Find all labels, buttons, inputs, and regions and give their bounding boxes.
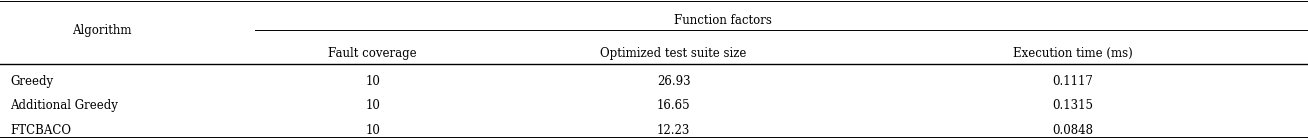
Text: Function factors: Function factors — [674, 14, 772, 27]
Text: 0.1315: 0.1315 — [1052, 99, 1093, 112]
Text: FTCBACO: FTCBACO — [10, 124, 72, 137]
Text: 0.0848: 0.0848 — [1052, 124, 1093, 137]
Text: 12.23: 12.23 — [657, 124, 691, 137]
Text: Optimized test suite size: Optimized test suite size — [600, 47, 747, 60]
Text: 26.93: 26.93 — [657, 75, 691, 87]
Text: Greedy: Greedy — [10, 75, 54, 87]
Text: 10: 10 — [365, 99, 381, 112]
Text: Additional Greedy: Additional Greedy — [10, 99, 118, 112]
Text: 10: 10 — [365, 75, 381, 87]
Text: 10: 10 — [365, 124, 381, 137]
Text: 0.1117: 0.1117 — [1052, 75, 1093, 87]
Text: 16.65: 16.65 — [657, 99, 691, 112]
Text: Algorithm: Algorithm — [72, 24, 132, 37]
Text: Fault coverage: Fault coverage — [328, 47, 417, 60]
Text: Execution time (ms): Execution time (ms) — [1012, 47, 1133, 60]
